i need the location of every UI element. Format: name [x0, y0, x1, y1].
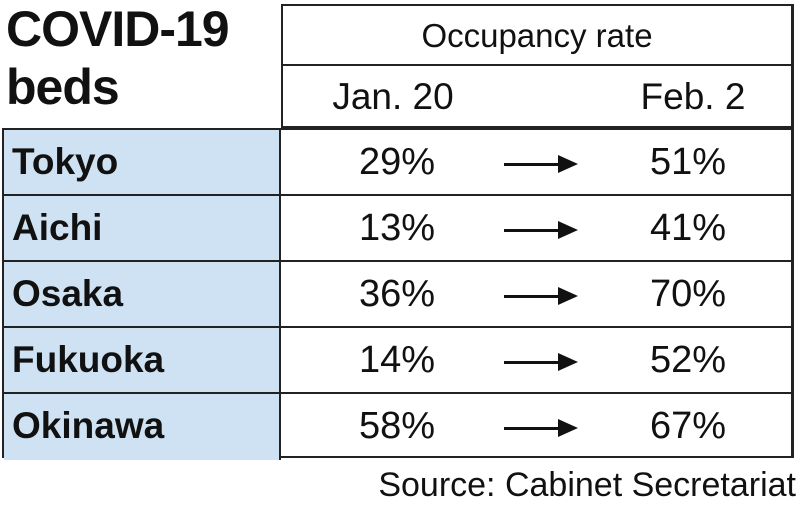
occupancy-rate-header: Occupancy rate — [283, 6, 791, 66]
region-name: Aichi — [4, 196, 281, 260]
feb2-value: 41% — [649, 207, 727, 249]
region-name: Osaka — [4, 262, 281, 326]
feb2-value: 52% — [649, 339, 727, 381]
right-arrow-icon — [504, 353, 578, 371]
feb2-value: 51% — [649, 141, 727, 183]
column-header-feb2: Feb. 2 — [640, 76, 746, 117]
jan20-value: 36% — [358, 273, 436, 315]
table-row: Aichi 13% 41% — [4, 196, 791, 262]
occupancy-table: Tokyo 29% 51% Aichi 13% 41% Osaka 36% 70% Fukuoka… — [2, 128, 794, 460]
source-note: Source: Cabinet Secretariat — [378, 466, 796, 504]
title-line-1: COVID-19 — [6, 1, 230, 57]
jan20-value: 14% — [358, 339, 436, 381]
region-name: Tokyo — [4, 130, 281, 194]
table-row: Fukuoka 14% 52% — [4, 328, 791, 394]
jan20-value: 13% — [358, 207, 436, 249]
column-header-block: Occupancy rate Jan. 20 Feb. 2 — [281, 4, 794, 128]
table-row: Okinawa 58% 67% — [4, 394, 791, 460]
title-line-2: beds — [6, 59, 120, 115]
right-arrow-icon — [504, 287, 578, 305]
right-arrow-icon — [504, 419, 578, 437]
column-header-jan20: Jan. 20 — [332, 76, 454, 117]
jan20-value: 29% — [358, 141, 436, 183]
feb2-value: 67% — [649, 405, 727, 447]
jan20-value: 58% — [358, 405, 436, 447]
chart-title: COVID-19 beds — [6, 0, 282, 128]
right-arrow-icon — [504, 221, 578, 239]
region-name: Okinawa — [4, 394, 281, 460]
feb2-value: 70% — [649, 273, 727, 315]
right-arrow-icon — [504, 155, 578, 173]
table-row: Osaka 36% 70% — [4, 262, 791, 328]
region-name: Fukuoka — [4, 328, 281, 392]
table-row: Tokyo 29% 51% — [4, 130, 791, 196]
